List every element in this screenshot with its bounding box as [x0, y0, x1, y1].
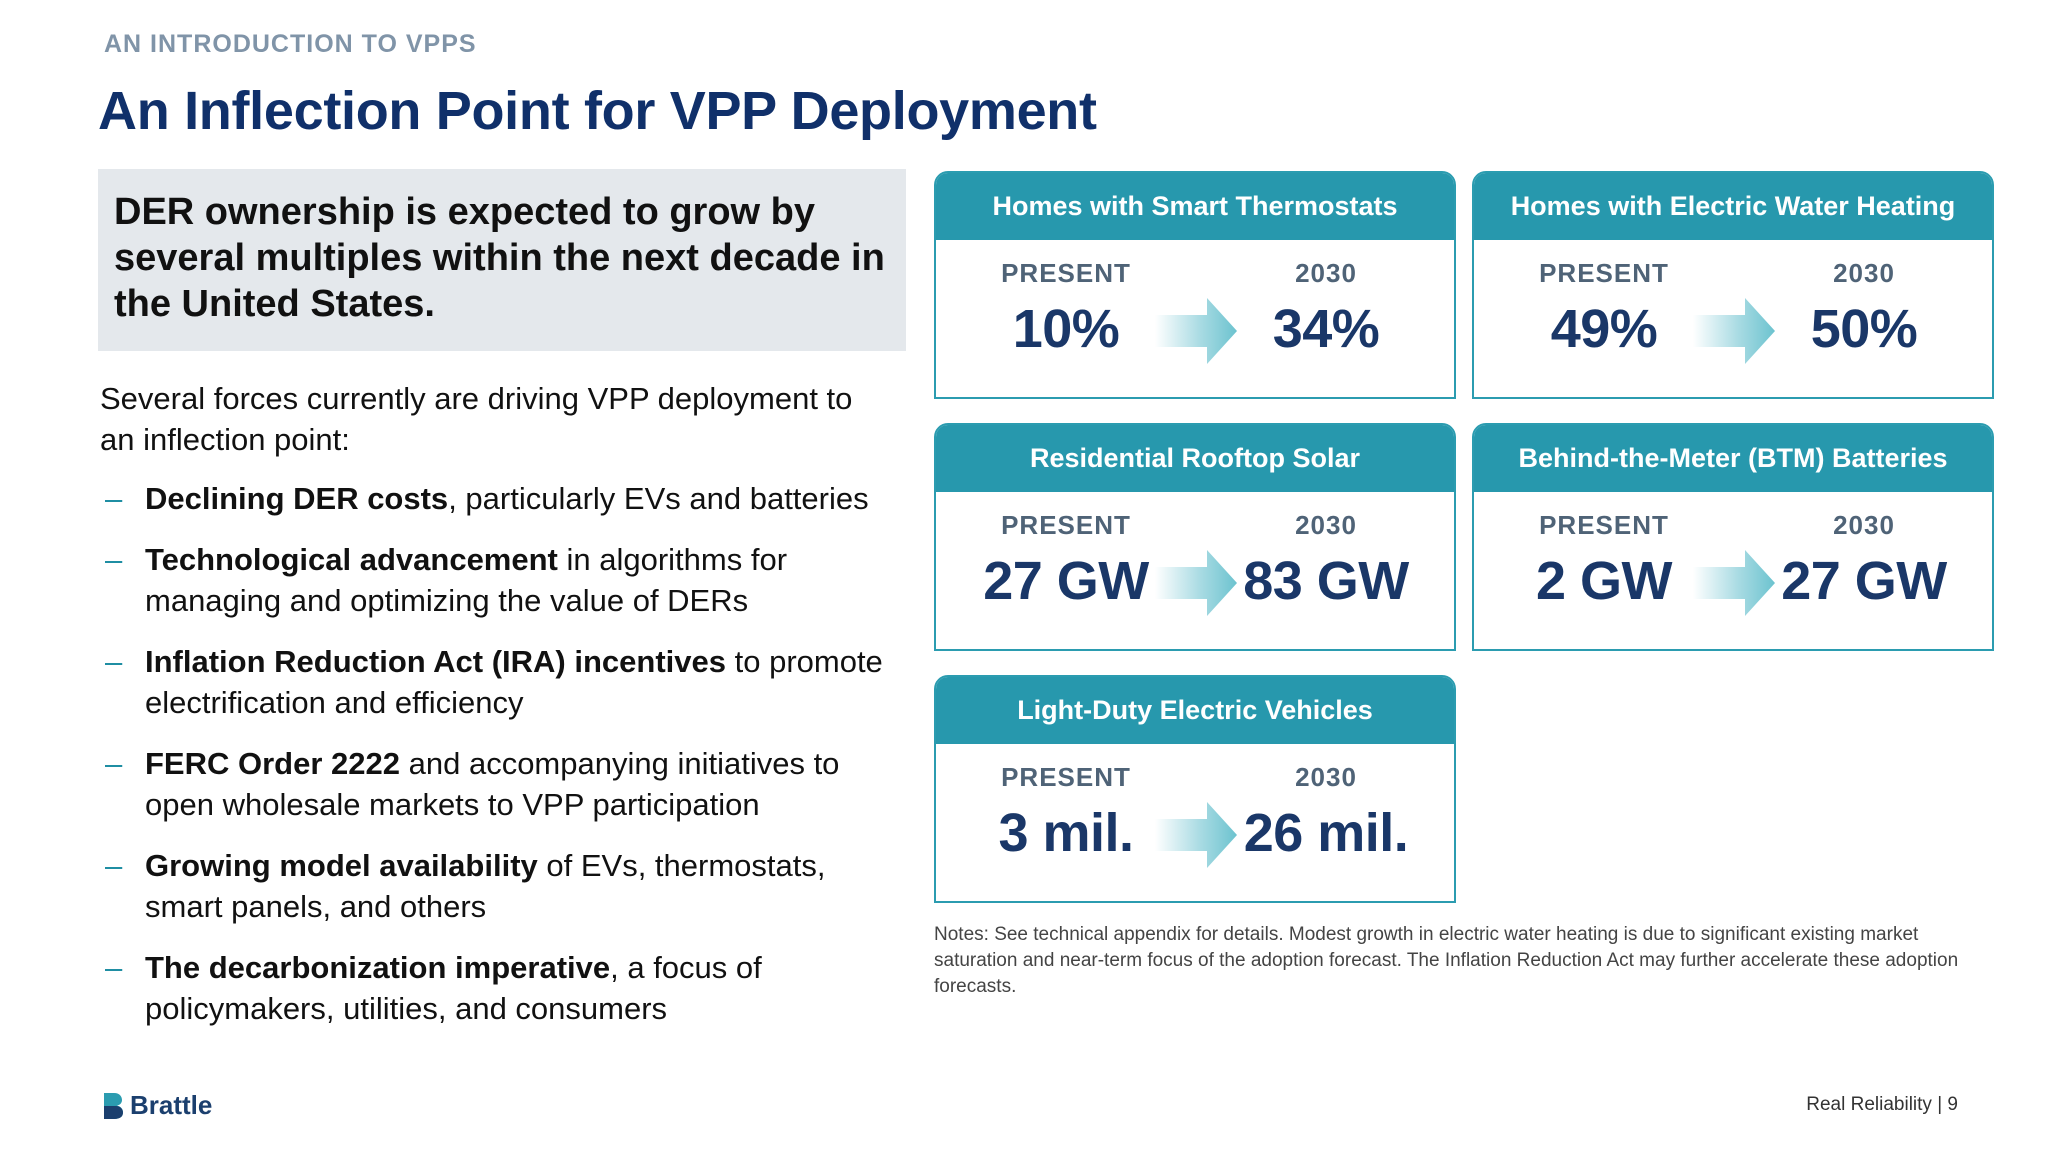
future-value: 26 mil.: [1243, 803, 1409, 863]
dash-bullet-icon: –: [105, 848, 123, 883]
driver-item-text: , particularly EVs and batteries: [448, 481, 869, 516]
driver-item-bold: Growing model availability: [145, 848, 538, 883]
driver-item: – Growing model availability of EVs, ther…: [100, 845, 900, 927]
driver-item-bold: FERC Order 2222: [145, 746, 400, 781]
page-title: An Inflection Point for VPP Deployment: [98, 81, 1097, 141]
future-value: 83 GW: [1243, 551, 1409, 611]
present-value: 49%: [1550, 299, 1658, 359]
driver-item-text: in algorithms for managing and optimizin…: [145, 542, 788, 618]
footnote: Notes: See technical appendix for detail…: [934, 924, 1959, 997]
driver-item-bold: Technological advancement: [145, 542, 558, 577]
future-label: 2030: [1295, 762, 1357, 792]
arrow-right-icon: [1155, 802, 1237, 868]
card-smart-thermostats: Homes with Smart Thermostats PRESENT 203…: [934, 171, 1456, 399]
dash-bullet-icon: –: [105, 950, 123, 985]
arrow-right-icon: [1693, 550, 1775, 616]
card-title: Light-Duty Electric Vehicles: [936, 677, 1454, 744]
present-value: 2 GW: [1535, 551, 1673, 611]
card-electric-vehicles: Light-Duty Electric Vehicles PRESENT 203…: [934, 675, 1456, 903]
dash-bullet-icon: –: [105, 542, 123, 577]
callout-text: DER ownership is expected to grow by sev…: [114, 191, 885, 325]
future-label: 2030: [1833, 258, 1895, 288]
logo-text: Brattle: [130, 1090, 213, 1120]
arrow-right-icon: [1693, 298, 1775, 364]
driver-item-bold: Inflation Reduction Act (IRA) incentives: [145, 644, 726, 679]
driver-item-text: of EVs, thermostats, smart panels, and o…: [145, 848, 826, 924]
future-value: 27 GW: [1781, 551, 1947, 611]
intro-text: Several forces currently are driving VPP…: [100, 381, 853, 457]
driver-item: – Declining DER costs, particularly EVs a…: [100, 478, 900, 519]
present-label: PRESENT: [1001, 258, 1131, 288]
driver-item: – FERC Order 2222 and accompanying initia…: [100, 743, 900, 825]
arrow-right-icon: [1155, 550, 1237, 616]
present-label: PRESENT: [1539, 258, 1669, 288]
dash-bullet-icon: –: [105, 481, 123, 516]
page-footer: Real Reliability | 9: [1806, 1094, 1958, 1115]
card-title: Homes with Electric Water Heating: [1474, 173, 1992, 240]
arrow-right-icon: [1155, 298, 1237, 364]
callout-box: DER ownership is expected to grow by sev…: [98, 169, 906, 351]
driver-item: – Inflation Reduction Act (IRA) incentive…: [100, 641, 900, 723]
brattle-logo: Brattle: [102, 1090, 212, 1121]
present-label: PRESENT: [1539, 510, 1669, 540]
present-value: 27 GW: [983, 551, 1149, 611]
driver-list: – Declining DER costs, particularly EVs a…: [100, 478, 900, 1049]
present-label: PRESENT: [1001, 762, 1131, 792]
dash-bullet-icon: –: [105, 644, 123, 679]
present-value: 10%: [1012, 299, 1120, 359]
driver-item-text: , a focus of policymakers, utilities, an…: [145, 950, 762, 1026]
driver-item: – Technological advancement in algorithms…: [100, 539, 900, 621]
card-title: Behind-the-Meter (BTM) Batteries: [1474, 425, 1992, 492]
driver-item: – The decarbonization imperative, a focus…: [100, 947, 900, 1029]
driver-item-bold: The decarbonization imperative: [145, 950, 611, 985]
section-kicker: AN INTRODUCTION TO VPPS: [104, 30, 477, 58]
dash-bullet-icon: –: [105, 746, 123, 781]
driver-item-bold: Declining DER costs: [145, 481, 449, 516]
card-title: Residential Rooftop Solar: [936, 425, 1454, 492]
future-label: 2030: [1295, 258, 1357, 288]
card-title: Homes with Smart Thermostats: [936, 173, 1454, 240]
brattle-logo-icon: [104, 1092, 123, 1119]
driver-item-text: and accompanying initiatives to open who…: [145, 746, 840, 822]
future-label: 2030: [1295, 510, 1357, 540]
card-rooftop-solar: Residential Rooftop Solar PRESENT 2030 2…: [934, 423, 1456, 651]
present-value: 3 mil.: [998, 803, 1134, 863]
driver-item-text: to promote electrification and efficienc…: [145, 644, 883, 720]
card-btm-batteries: Behind-the-Meter (BTM) Batteries PRESENT…: [1472, 423, 1994, 651]
future-value: 50%: [1810, 299, 1918, 359]
future-label: 2030: [1833, 510, 1895, 540]
future-value: 34%: [1272, 299, 1380, 359]
present-label: PRESENT: [1001, 510, 1131, 540]
card-electric-water-heating: Homes with Electric Water Heating PRESEN…: [1472, 171, 1994, 399]
